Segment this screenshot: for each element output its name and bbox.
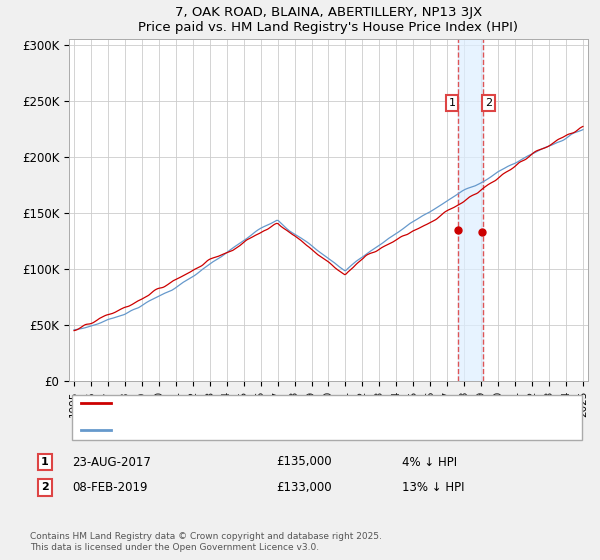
Text: £133,000: £133,000 xyxy=(276,480,332,494)
Text: 2: 2 xyxy=(485,98,493,108)
Text: 08-FEB-2019: 08-FEB-2019 xyxy=(72,480,148,494)
Text: Contains HM Land Registry data © Crown copyright and database right 2025.
This d: Contains HM Land Registry data © Crown c… xyxy=(30,532,382,552)
Text: 7, OAK ROAD, BLAINA, ABERTILLERY, NP13 3JX (detached house): 7, OAK ROAD, BLAINA, ABERTILLERY, NP13 3… xyxy=(117,398,471,408)
Text: 2: 2 xyxy=(41,482,49,492)
Text: 13% ↓ HPI: 13% ↓ HPI xyxy=(402,480,464,494)
Text: 1: 1 xyxy=(41,457,49,467)
Bar xyxy=(458,39,483,381)
Text: 1: 1 xyxy=(449,98,455,108)
Text: HPI: Average price, detached house, Blaenau Gwent: HPI: Average price, detached house, Blae… xyxy=(117,424,403,435)
Text: £135,000: £135,000 xyxy=(276,455,332,469)
Title: 7, OAK ROAD, BLAINA, ABERTILLERY, NP13 3JX
Price paid vs. HM Land Registry's Hou: 7, OAK ROAD, BLAINA, ABERTILLERY, NP13 3… xyxy=(139,6,518,34)
Text: 4% ↓ HPI: 4% ↓ HPI xyxy=(402,455,457,469)
Text: 23-AUG-2017: 23-AUG-2017 xyxy=(72,455,151,469)
